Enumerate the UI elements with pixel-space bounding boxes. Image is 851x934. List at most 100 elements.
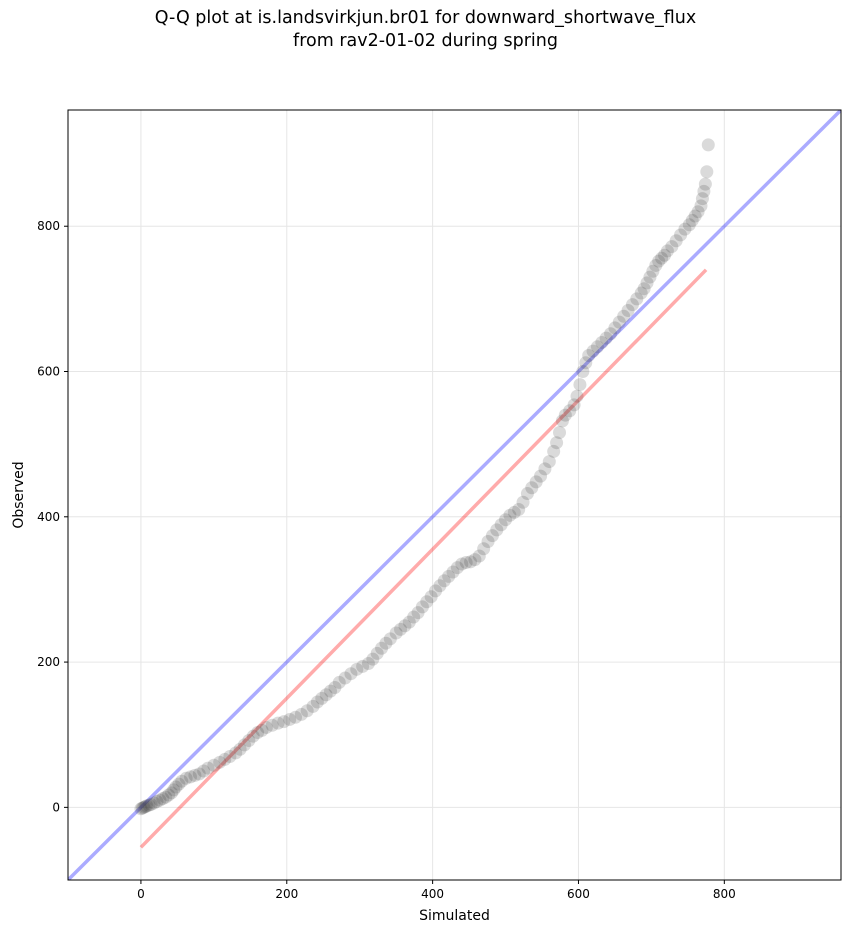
qq-point [328,681,342,694]
qq-point [142,798,156,812]
qq-point [563,404,577,418]
qq-point [604,327,618,341]
chart-title-line-2: from rav2-01-02 during spring [293,31,558,51]
qq-point [207,758,221,772]
y-tick-label: 0 [52,800,60,814]
qq-point [179,771,193,785]
qq-point [685,213,699,227]
qq-point [159,790,173,804]
qq-point [237,738,251,752]
qq-point [579,356,593,370]
qq-point [494,518,508,532]
qq-point [669,234,683,248]
qq-point [516,495,530,509]
qq-point [153,793,167,807]
qq-point [271,716,285,730]
qq-point [590,340,604,354]
qq-point [698,177,712,191]
qq-point [586,344,600,358]
qq-point [490,523,504,537]
x-tick-label: 200 [275,887,298,901]
qq-point [306,699,320,713]
qq-point [652,254,666,268]
qq-point [625,298,639,312]
qq-point [649,258,663,272]
qq-point [682,218,696,232]
qq-point [294,707,308,721]
qq-point [361,657,375,671]
qq-point [283,712,297,726]
qq-point [370,646,384,660]
qq-point [553,426,567,440]
qq-point [375,641,389,655]
qq-point [640,276,654,290]
qq-point [310,695,324,709]
qq-point [595,335,609,349]
qq-point [450,561,464,575]
qq-point [379,636,393,650]
qq-point [665,240,679,254]
plot-frame [67,109,842,881]
qq-point [437,574,451,588]
qq-point [356,659,370,673]
qq-point [350,662,364,676]
qq-point [389,626,403,640]
y-tick-label: 400 [37,510,60,524]
scatter-points [134,138,715,816]
one-to-one-line [68,110,841,880]
qq-point [338,671,352,685]
qq-point [459,556,473,570]
qq-point [424,590,438,604]
qq-point [255,723,269,737]
y-tick-label: 200 [37,655,60,669]
qq-point [324,684,338,698]
qq-point [218,752,232,766]
qq-point [398,619,412,633]
qq-point [277,715,291,729]
qq-point [472,549,486,563]
chart-title-line-1: Q-Q plot at is.landsvirkjun.br01 for dow… [154,8,697,28]
qq-point [300,704,314,718]
qq-point [402,615,416,629]
qq-point [429,584,443,598]
x-axis-label: Simulated [419,908,490,924]
qq-point [678,222,692,236]
qq-point [570,389,584,403]
qq-point [701,138,715,152]
qq-point [175,774,189,788]
x-tick-label: 0 [137,887,145,901]
qq-point [184,770,198,784]
qq-point [550,436,564,450]
qq-point [144,797,158,811]
qq-point [576,365,590,379]
qq-point [534,469,548,483]
qq-point [512,503,526,517]
qq-point [138,800,152,814]
qq-point [201,761,215,775]
qq-point [251,726,265,740]
qq-point [643,270,657,284]
qq-point [315,691,329,705]
x-axis-ticks: 0 200 400 600 800 [137,880,736,901]
qq-point [573,378,587,392]
qq-point [162,788,176,802]
qq-point [233,742,247,756]
qq-point [415,600,429,614]
qq-point [555,414,569,428]
qq-point [433,579,447,593]
qq-point [630,292,644,306]
qq-point [442,569,456,583]
qq-point [637,282,651,296]
qq-point [558,408,572,422]
qq-point [700,165,714,179]
qq-point [499,513,513,527]
qq-point [319,688,333,702]
qq-point [529,475,543,489]
reference-lines [68,110,841,880]
qq-point [485,529,499,543]
qq-point [507,505,521,519]
qq-point [169,780,183,794]
qq-point [612,315,626,329]
qq-point [567,398,581,412]
